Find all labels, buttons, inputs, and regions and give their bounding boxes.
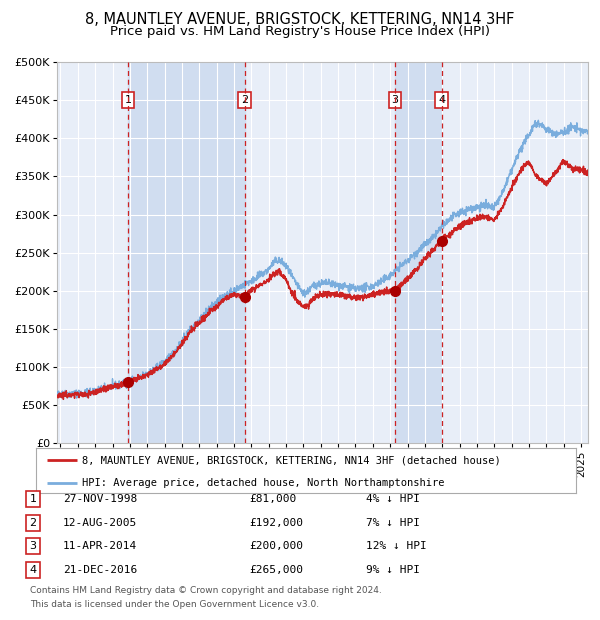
Text: 4: 4 [438,95,445,105]
Text: 8, MAUNTLEY AVENUE, BRIGSTOCK, KETTERING, NN14 3HF: 8, MAUNTLEY AVENUE, BRIGSTOCK, KETTERING… [85,12,515,27]
Text: £265,000: £265,000 [249,565,303,575]
Text: HPI: Average price, detached house, North Northamptonshire: HPI: Average price, detached house, Nort… [82,478,445,488]
Text: 11-APR-2014: 11-APR-2014 [63,541,137,551]
Text: This data is licensed under the Open Government Licence v3.0.: This data is licensed under the Open Gov… [30,600,319,609]
Text: 1: 1 [29,494,37,504]
Text: 2: 2 [241,95,248,105]
Text: 9% ↓ HPI: 9% ↓ HPI [366,565,420,575]
Text: 21-DEC-2016: 21-DEC-2016 [63,565,137,575]
Text: 2: 2 [29,518,37,528]
Text: 27-NOV-1998: 27-NOV-1998 [63,494,137,504]
Bar [128,62,245,443]
Text: Contains HM Land Registry data © Crown copyright and database right 2024.: Contains HM Land Registry data © Crown c… [30,586,382,595]
Text: 12-AUG-2005: 12-AUG-2005 [63,518,137,528]
Text: £192,000: £192,000 [249,518,303,528]
Text: 4% ↓ HPI: 4% ↓ HPI [366,494,420,504]
Text: 1: 1 [125,95,131,105]
Text: 12% ↓ HPI: 12% ↓ HPI [366,541,427,551]
Bar [395,62,442,443]
Text: Price paid vs. HM Land Registry's House Price Index (HPI): Price paid vs. HM Land Registry's House … [110,25,490,38]
Text: 3: 3 [392,95,398,105]
Text: £81,000: £81,000 [249,494,296,504]
Text: 4: 4 [29,565,37,575]
Text: 7% ↓ HPI: 7% ↓ HPI [366,518,420,528]
Text: 8, MAUNTLEY AVENUE, BRIGSTOCK, KETTERING, NN14 3HF (detached house): 8, MAUNTLEY AVENUE, BRIGSTOCK, KETTERING… [82,455,500,466]
Text: 3: 3 [29,541,37,551]
Text: £200,000: £200,000 [249,541,303,551]
